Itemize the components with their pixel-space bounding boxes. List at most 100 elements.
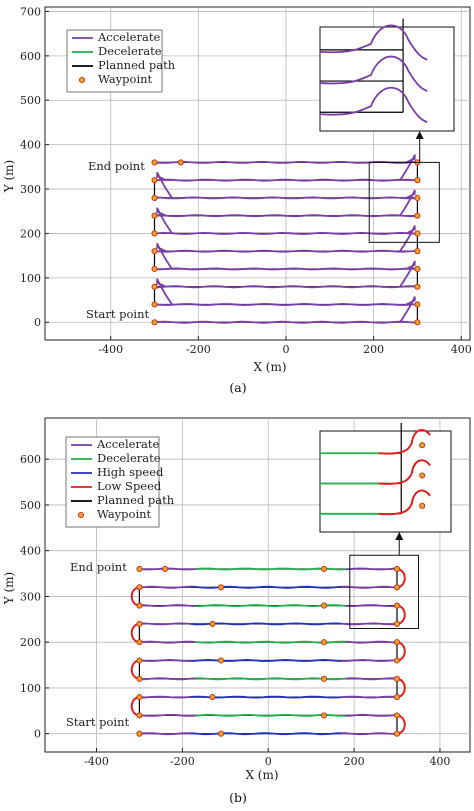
trajectory-mid: [195, 640, 346, 644]
legend-label: Waypoint: [98, 72, 153, 86]
waypoint: [151, 301, 158, 308]
trajectory-accelerate: [139, 695, 192, 699]
zoom-arrow-head: [415, 131, 424, 139]
trajectory-accelerate: [139, 732, 191, 736]
trajectory-low-speed: [396, 604, 406, 625]
waypoint: [393, 584, 401, 591]
legend-label: High speed: [97, 465, 164, 479]
trajectory-accelerate: [154, 285, 418, 289]
trajectory-low-speed: [396, 677, 406, 699]
trajectory-accelerate: [345, 640, 398, 644]
inset-box: [319, 26, 455, 132]
x-tick-label: 400: [429, 755, 450, 768]
y-tick-label: 600: [20, 50, 41, 63]
trajectory-accelerate: [345, 567, 398, 571]
waypoint: [414, 230, 421, 237]
waypoint: [209, 694, 216, 701]
ylabel-b: Y (m): [2, 572, 16, 605]
trajectory-accelerate: [341, 585, 398, 589]
y-tick-label: 0: [34, 728, 41, 741]
trajectory-low-speed: [130, 659, 140, 680]
waypoint: [414, 283, 421, 290]
waypoint: [393, 620, 401, 627]
waypoint: [393, 639, 401, 646]
waypoint: [393, 730, 401, 737]
y-tick-label: 600: [20, 453, 41, 466]
trajectory-accelerate: [139, 658, 191, 662]
x-tick-label: 400: [451, 343, 472, 356]
trajectory-turn: [399, 154, 416, 181]
trajectory-low-speed: [396, 641, 406, 662]
trajectory-accelerate: [139, 622, 192, 626]
trajectory-turn: [156, 171, 173, 199]
legend-label: Accelerate: [96, 437, 159, 451]
caption-a: (a): [229, 380, 246, 395]
trajectory-mid: [195, 567, 346, 571]
x-tick-label: -400: [98, 343, 123, 356]
trajectory-turn: [399, 296, 416, 323]
trajectory-mid: [190, 622, 342, 626]
xlabel-b: X (m): [245, 768, 278, 782]
trajectory-mid: [190, 585, 342, 589]
waypoint: [217, 584, 225, 591]
waypoint: [151, 177, 158, 184]
panel-b: -400 -200 0 200 400 0 100 200 300 400 500 600 Accele…: [20, 417, 471, 768]
inset-trajectory: [319, 24, 428, 61]
y-tick-label: 400: [20, 545, 41, 558]
waypoint: [136, 694, 143, 701]
trajectory-accelerate: [341, 732, 398, 736]
waypoint: [151, 283, 158, 290]
legend-label: Planned path: [98, 58, 176, 72]
waypoint: [320, 565, 328, 573]
trajectory-accelerate: [341, 622, 398, 626]
x-tick-label: 200: [363, 343, 384, 356]
y-tick-label: 100: [20, 272, 41, 285]
waypoint: [136, 675, 143, 682]
x-tick-label: 0: [282, 343, 289, 356]
waypoint: [217, 657, 225, 664]
legend-label: Decelerate: [97, 451, 161, 465]
y-tick-label: 500: [20, 499, 41, 512]
trajectory-accelerate: [154, 320, 418, 324]
trajectory-accelerate: [345, 677, 398, 681]
trajectory-accelerate: [341, 695, 398, 699]
waypoint: [209, 620, 216, 627]
trajectory-accelerate: [154, 249, 418, 253]
trajectory-mid: [195, 713, 346, 717]
waypoint: [414, 301, 421, 308]
trajectory-low-speed: [130, 622, 140, 644]
trajectory-accelerate: [345, 713, 398, 717]
trajectory-turn: [156, 278, 173, 306]
waypoint: [151, 230, 158, 237]
trajectory-low-speed: [130, 696, 140, 717]
legend-label: Waypoint: [97, 507, 152, 521]
trajectory-accelerate: [154, 196, 418, 200]
waypoint: [151, 194, 158, 201]
y-tick-label: 500: [20, 94, 41, 107]
waypoint: [136, 565, 143, 573]
inset-trajectory: [319, 86, 428, 124]
trajectory-low-speed: [396, 568, 406, 589]
legend-swatch: [77, 511, 85, 519]
start-point-label-b: Start point: [66, 715, 129, 729]
waypoint: [320, 602, 328, 609]
waypoint: [414, 319, 421, 326]
zoom-region-box: [368, 161, 440, 243]
trajectory-turn: [399, 225, 416, 252]
y-tick-label: 300: [20, 183, 41, 196]
zoom-arrow-head: [395, 532, 404, 540]
waypoint: [414, 248, 421, 255]
trajectory-turn: [399, 189, 416, 217]
trajectory-accelerate: [345, 604, 398, 607]
y-tick-label: 300: [20, 590, 41, 603]
legend-label: Planned path: [97, 493, 175, 507]
x-tick-label: 0: [265, 755, 272, 768]
trajectory-mid: [195, 677, 346, 681]
waypoint: [177, 159, 184, 166]
waypoint: [320, 712, 328, 719]
start-point-label-a: Start point: [86, 307, 149, 321]
waypoint: [151, 319, 158, 326]
trajectory-accelerate: [154, 267, 418, 271]
trajectory-accelerate: [139, 585, 192, 589]
ylabel-a: Y (m): [2, 160, 16, 193]
